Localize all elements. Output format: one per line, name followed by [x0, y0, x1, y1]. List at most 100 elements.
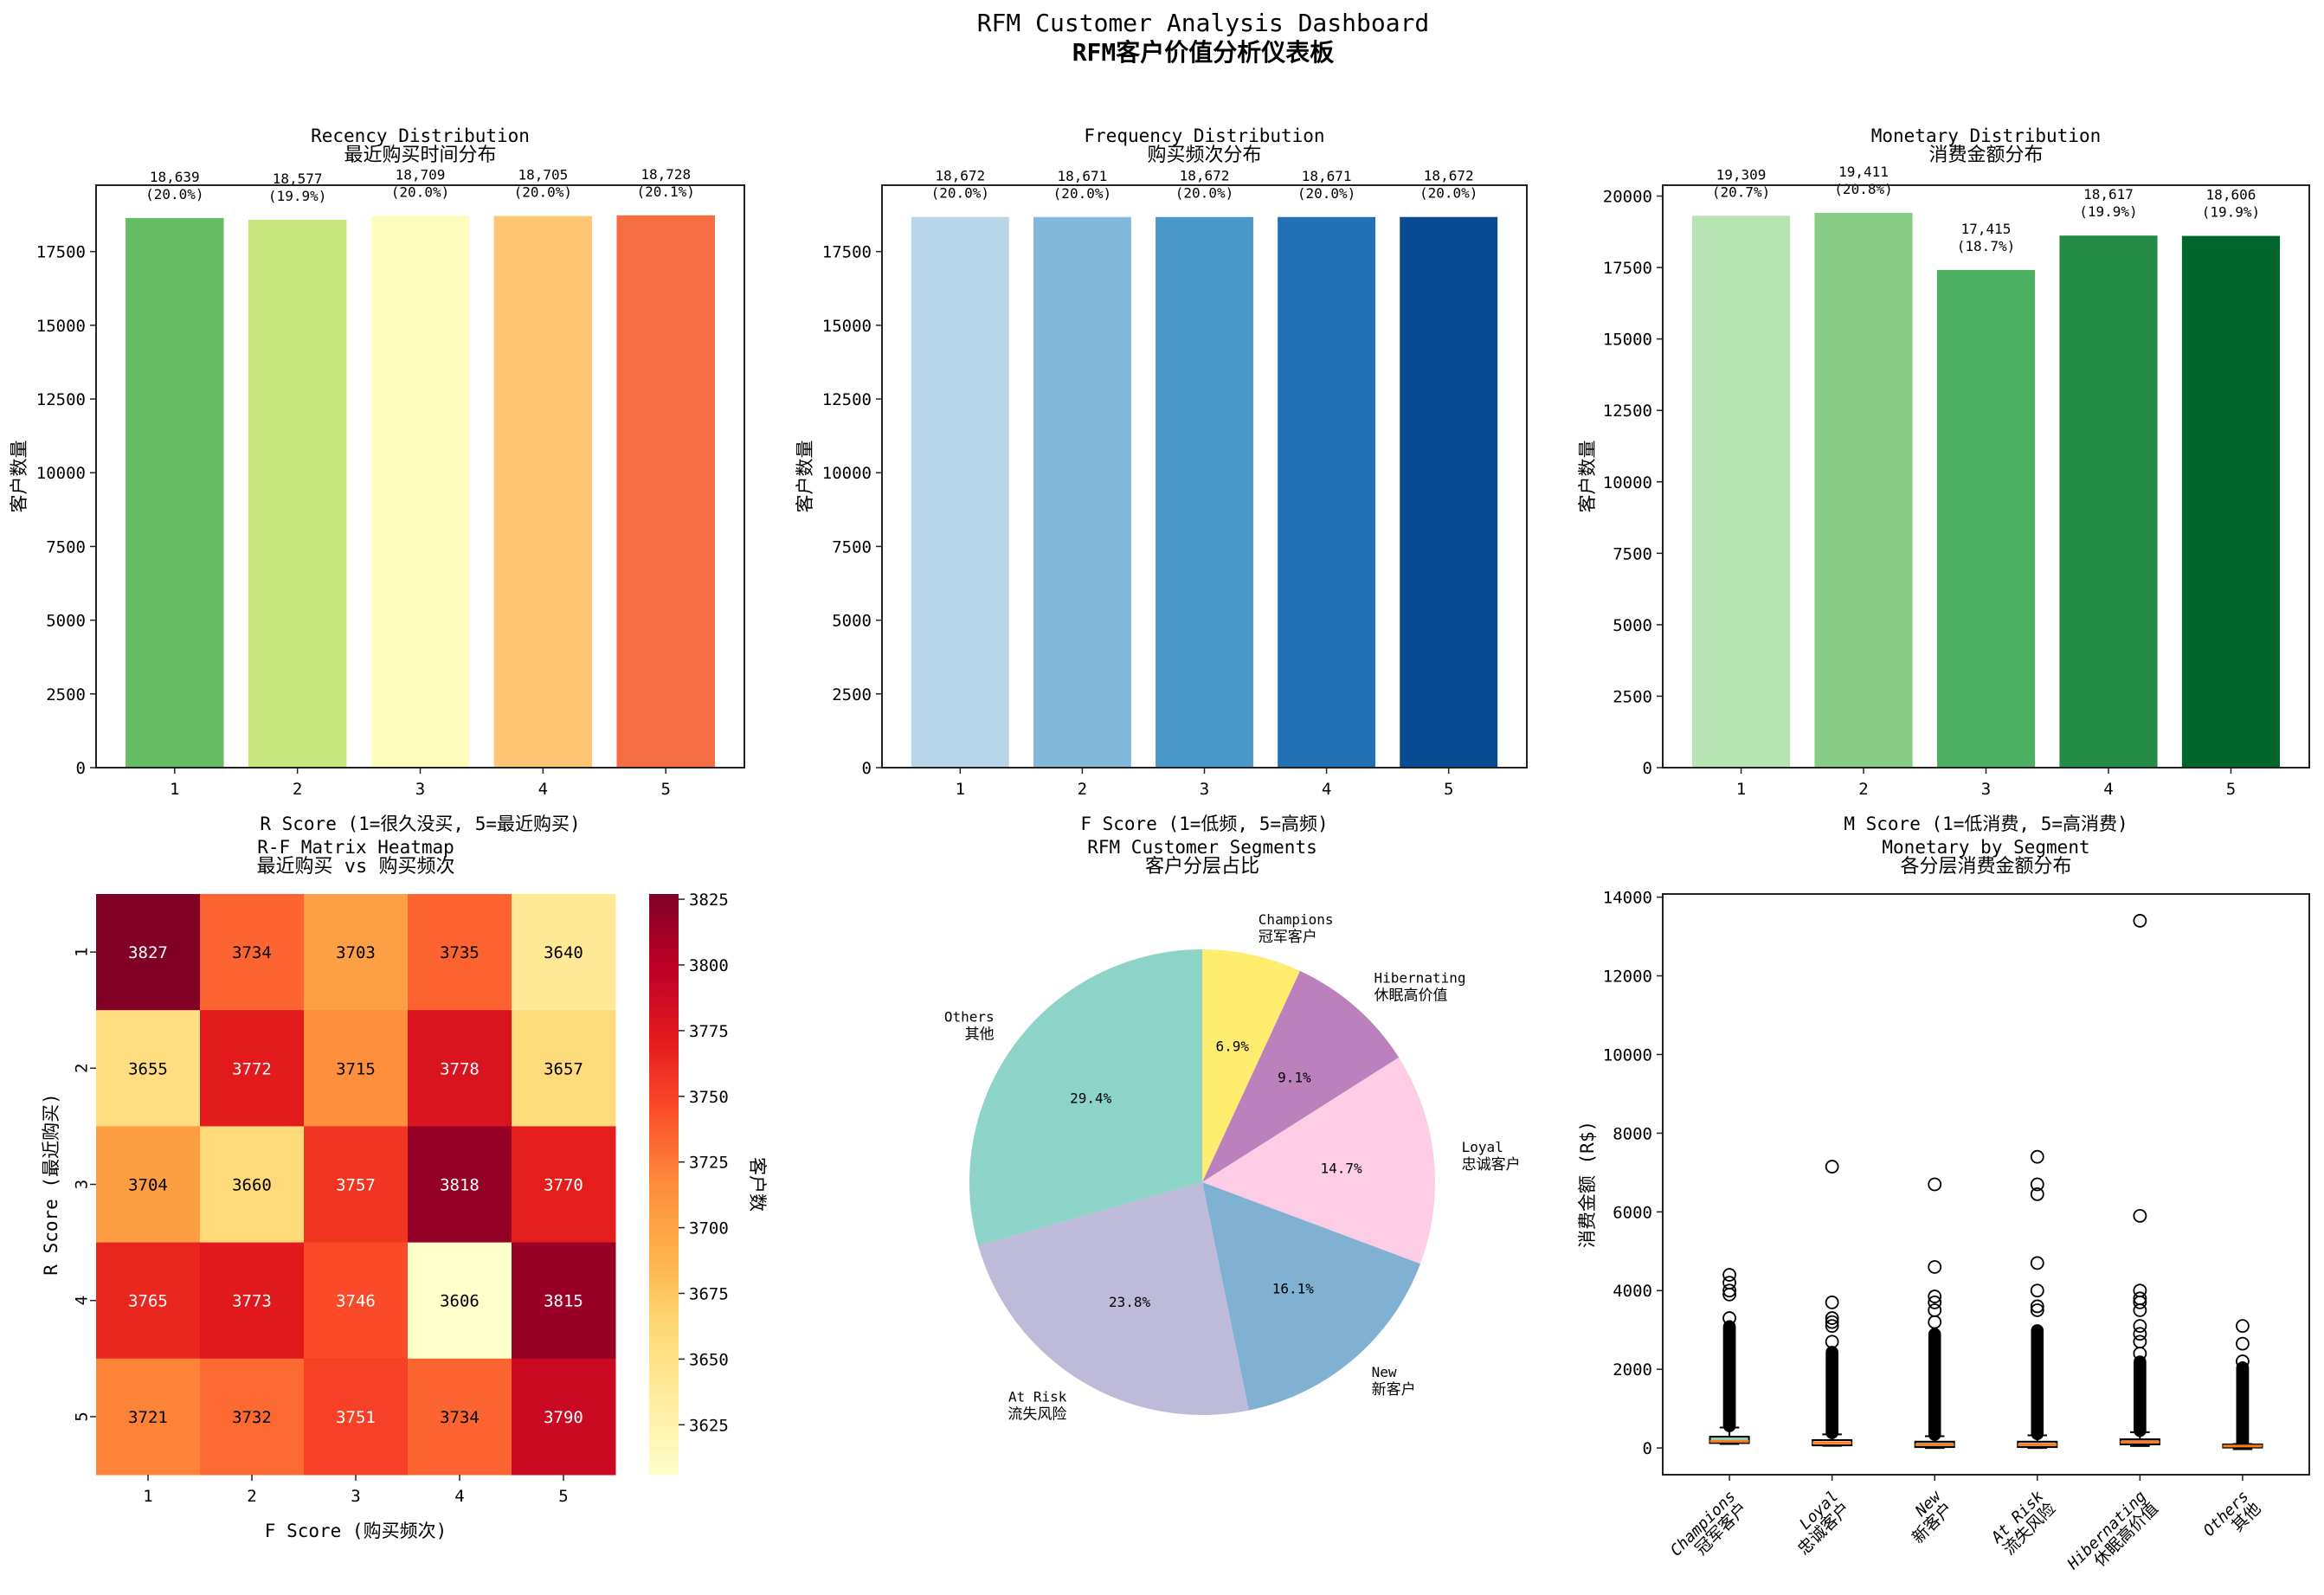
bar-chart-2-ytick-label: 10000 [822, 464, 872, 483]
bar-chart-1-value-label: 18,639 [150, 169, 200, 185]
bar-chart-2-ytick-label: 2500 [832, 685, 872, 704]
bar-chart-1-ytick-label: 5000 [46, 612, 86, 631]
colorbar-tick-label: 3750 [689, 1088, 729, 1107]
bar-chart-1-bar [126, 217, 224, 768]
heatmap-cell [304, 894, 409, 1011]
bar-chart-1-xlabel: R Score (1=很久没买, 5=最近购买) [260, 814, 580, 834]
bar-chart-3-title-2: 消费金额分布 [1928, 145, 2043, 166]
boxplot-outlier [1928, 1290, 1942, 1303]
bar-chart-2-bar [1400, 216, 1498, 768]
heatmap-cell-value: 3746 [336, 1292, 376, 1311]
boxplot-outlier [2133, 1208, 2147, 1223]
bar-chart-3-ytick-label: 7500 [1613, 544, 1652, 563]
heatmap-cell [512, 1358, 616, 1476]
bar-chart-2-bar [1033, 216, 1131, 768]
heatmap-cell-value: 3751 [336, 1408, 376, 1427]
bar-chart-1-title-2: 最近购买时间分布 [344, 145, 496, 166]
heatmap-cell-value: 3765 [128, 1292, 168, 1311]
bar-chart-1-value-label: 18,705 [518, 167, 568, 183]
boxplot-ytick-label: 2000 [1613, 1360, 1652, 1380]
boxplot-outlier [2030, 1177, 2044, 1192]
bar-chart-1-bar [248, 219, 347, 769]
bar-chart-3-xtick-label: 3 [1981, 780, 1991, 799]
heatmap-cell-value: 3734 [232, 943, 272, 962]
heatmap-xlabel: F Score (购买频次) [265, 1521, 447, 1541]
heatmap-cell-value: 3770 [544, 1176, 583, 1195]
heatmap-cell [96, 1126, 201, 1244]
bar-chart-3-bar [1814, 212, 1913, 768]
bar-chart-3-percent-label: (20.8%) [1834, 181, 1892, 197]
colorbar [649, 894, 679, 1475]
bar-chart-3-value-label: 19,309 [1716, 166, 1767, 183]
heatmap-cell [512, 894, 616, 1011]
colorbar-tick-label: 3625 [689, 1416, 729, 1435]
bar-chart-2-bar [1156, 216, 1253, 768]
suptitle-line-2: RFM客户价值分析仪表板 [1072, 38, 1335, 67]
pie-percent-label: 9.1% [1278, 1070, 1311, 1086]
bar-chart-2-percent-label: (20.0%) [931, 185, 989, 202]
bar-chart-2-percent-label: (20.0%) [1297, 185, 1355, 202]
pie-slice [1202, 970, 1400, 1182]
bar-chart-1-bar [370, 215, 470, 768]
heatmap-cell-value: 3757 [336, 1176, 376, 1195]
heatmap-cell [200, 1242, 305, 1360]
colorbar-tick-label: 3700 [689, 1219, 729, 1238]
heatmap-cell-value: 3704 [128, 1176, 168, 1195]
bar-chart-3-ytick-label: 2500 [1613, 687, 1652, 706]
bar-chart-2-xtick-label: 4 [1322, 780, 1331, 799]
pie-slice-label: Champions [1259, 911, 1334, 928]
heatmap-ytick-label: 3 [73, 1180, 92, 1189]
heatmap-cell [200, 1010, 305, 1127]
bar-chart-3-bar [2059, 235, 2158, 769]
bar-chart-1-ytick-label: 12500 [36, 390, 86, 409]
bar-chart-1-value-label: 18,709 [396, 166, 446, 183]
boxplot-outlier [1722, 1320, 1736, 1334]
bar-chart-2-ytick-label: 17500 [822, 243, 872, 262]
bar-chart-3-ytick-label: 5000 [1613, 616, 1652, 635]
bar-chart-2-percent-label: (20.0%) [1175, 185, 1233, 202]
bar-chart-2-value-label: 18,671 [1058, 168, 1108, 184]
bar-chart-1-bar [493, 215, 593, 768]
boxplot-outlier [1722, 1283, 1736, 1298]
boxplot-title-1: Monetary by Segment [1882, 837, 2089, 858]
bar-chart-3-bar [1936, 269, 2036, 768]
bar-chart-2-ytick-label: 7500 [832, 537, 872, 556]
bar-chart-3-ytick-label: 12500 [1603, 402, 1652, 421]
heatmap-title-1: R-F Matrix Heatmap [257, 837, 454, 858]
pie-slice-label: Loyal [1462, 1139, 1503, 1155]
bar-chart-2-axes [881, 184, 1528, 769]
bar-chart-2-percent-label: (20.0%) [1053, 185, 1111, 202]
boxplot-outlier [1825, 1295, 1839, 1309]
boxplot-outlier [1928, 1303, 1942, 1317]
bar-chart-3-xlabel: M Score (1=低消费, 5=高消费) [1844, 814, 2128, 834]
heatmap-cell-value: 3772 [232, 1059, 272, 1078]
boxplot-outlier [1928, 1177, 1942, 1192]
heatmap-ytick-label: 2 [73, 1064, 92, 1073]
bar-chart-3-ytick-label: 10000 [1603, 473, 1652, 492]
bar-chart-2-ytick-label: 5000 [832, 612, 872, 631]
heatmap-cell-value: 3640 [544, 943, 583, 962]
boxplot-outlier [2133, 1291, 2147, 1306]
heatmap-cell [512, 1126, 616, 1244]
heatmap-ytick-label: 4 [73, 1296, 92, 1305]
bar-chart-2-value-label: 18,672 [1424, 168, 1474, 184]
bar-chart-3-percent-label: (20.7%) [1712, 183, 1770, 200]
heatmap-cell [200, 894, 305, 1011]
heatmap-cell [304, 1010, 409, 1127]
colorbar-tick-label: 3725 [689, 1154, 729, 1173]
pie-slice-label-cn: 休眠高价值 [1374, 987, 1448, 1004]
heatmap-cell [304, 1242, 409, 1360]
bar-chart-1-percent-label: (20.0%) [514, 184, 572, 201]
bar-chart-2-xtick-label: 3 [1200, 780, 1209, 799]
heatmap-cell [512, 1010, 616, 1127]
bar-chart-1-ytick-label: 10000 [36, 464, 86, 483]
heatmap-cell-value: 3815 [544, 1292, 583, 1311]
heatmap-cell-value: 3734 [440, 1408, 480, 1427]
heatmap-xtick-label: 4 [454, 1487, 464, 1506]
colorbar-tick-label: 3775 [689, 1022, 729, 1041]
pie-slice-label-cn: 冠军客户 [1259, 929, 1317, 946]
boxplot-outlier [1928, 1295, 1942, 1309]
bar-chart-3-xtick-label: 5 [2226, 780, 2236, 799]
heatmap-cell [200, 1126, 305, 1244]
pie-percent-label: 14.7% [1320, 1160, 1362, 1176]
